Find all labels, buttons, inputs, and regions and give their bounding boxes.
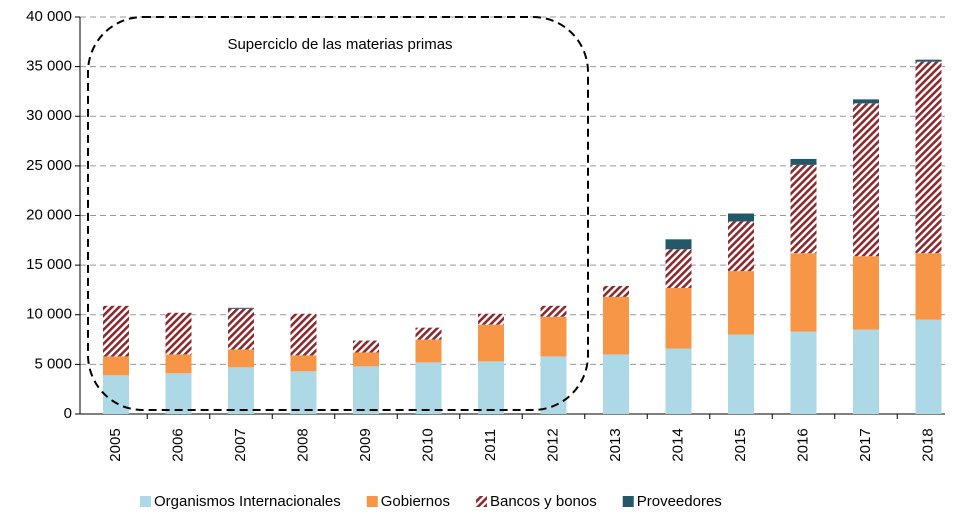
y-tick-label: 40 000	[26, 8, 72, 25]
legend-label: Organismos Internacionales	[154, 493, 341, 510]
bar-segment	[165, 312, 192, 355]
bar-segment	[103, 375, 129, 414]
x-tick-label: 2015	[732, 428, 749, 461]
x-tick-label: 2008	[294, 428, 311, 461]
bar-segment	[478, 324, 504, 362]
bar-segment	[228, 367, 254, 414]
bar-segment	[478, 361, 504, 414]
y-tick-label: 10 000	[26, 306, 72, 323]
annotation: Superciclo de las materias primas	[227, 36, 452, 53]
y-tick-label: 35 000	[26, 58, 72, 75]
x-tick-label: 2016	[794, 428, 811, 461]
bar-segment	[603, 285, 629, 297]
bar-segment	[540, 356, 567, 414]
bar-segment	[853, 329, 879, 414]
x-tick-label: 2011	[482, 429, 499, 461]
supercycle-box	[87, 16, 589, 411]
legend-label: Proveedores	[637, 493, 722, 510]
bar-segment	[478, 313, 504, 325]
bar-segment	[790, 253, 817, 332]
bar-segment	[665, 239, 692, 250]
legend-label: Gobiernos	[381, 493, 450, 510]
bar-segment	[665, 348, 692, 414]
x-tick-label: 2017	[857, 428, 874, 461]
bar-segment	[415, 362, 442, 414]
x-tick-label: 2009	[357, 428, 374, 461]
bar-segment	[915, 61, 942, 254]
bar-segment	[915, 253, 942, 320]
y-tick-label: 15 000	[26, 256, 72, 273]
legend-swatch	[475, 496, 487, 507]
y-tick-label: 20 000	[26, 206, 72, 223]
bar-segment	[853, 103, 879, 257]
bar-segment	[790, 158, 817, 165]
y-tick-label: 25 000	[26, 157, 72, 174]
bar-segment	[853, 256, 879, 330]
bar-segment	[915, 319, 942, 414]
x-tick-label: 2007	[232, 428, 249, 461]
bar-segment	[290, 355, 317, 372]
bar-segment	[603, 354, 629, 414]
y-tick-label: 0	[64, 405, 72, 422]
legend-label: Bancos y bonos	[490, 493, 597, 510]
bar-segment	[415, 339, 442, 363]
bar-segment	[853, 99, 879, 104]
bar-segment	[165, 354, 192, 374]
y-tick-label: 5 000	[34, 355, 72, 372]
bar-segment	[228, 308, 254, 350]
bar-segment	[790, 164, 817, 254]
bar-segment	[353, 366, 379, 414]
bar-segment	[790, 331, 817, 414]
bar-segment	[540, 316, 567, 357]
legend-swatch	[366, 496, 378, 507]
legend-swatch	[140, 496, 151, 507]
x-tick-label: 2005	[107, 428, 124, 461]
x-tick-label: 2012	[544, 428, 561, 461]
bar-segment	[603, 296, 629, 355]
bar-segment	[228, 349, 254, 368]
x-tick-label: 2014	[669, 428, 686, 461]
x-tick-label: 2013	[607, 428, 624, 461]
bar-segment	[103, 356, 129, 376]
x-tick-label: 2006	[169, 428, 186, 461]
bar-segment	[728, 213, 754, 222]
bar-segment	[665, 249, 692, 288]
bar-segment	[540, 305, 567, 317]
bar-segment	[665, 287, 692, 349]
bar-segment	[290, 313, 317, 356]
bar-segment	[915, 59, 942, 62]
bar-segment	[728, 271, 754, 335]
legend-swatch	[622, 496, 634, 507]
x-tick-label: 2018	[919, 428, 936, 461]
bar-segment	[415, 327, 442, 340]
bar-segment	[165, 373, 192, 414]
bar-segment	[353, 352, 379, 367]
x-tick-label: 2010	[419, 428, 436, 461]
bar-segment	[290, 371, 317, 414]
bar-segment	[728, 221, 754, 272]
bar-segment	[728, 334, 754, 414]
bar-segment	[353, 340, 379, 353]
y-tick-label: 30 000	[26, 107, 72, 124]
bar-segment	[103, 305, 129, 357]
bar-segment	[228, 307, 254, 309]
